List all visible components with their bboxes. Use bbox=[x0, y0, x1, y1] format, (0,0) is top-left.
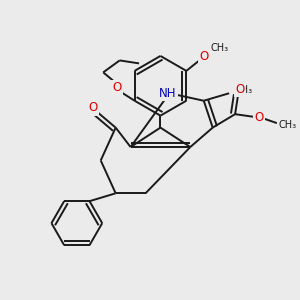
Text: O: O bbox=[199, 50, 208, 63]
Text: CH₃: CH₃ bbox=[278, 120, 296, 130]
Text: CH₃: CH₃ bbox=[235, 85, 253, 95]
Text: NH: NH bbox=[159, 87, 177, 100]
Text: O: O bbox=[254, 111, 264, 124]
Text: CH₃: CH₃ bbox=[211, 44, 229, 53]
Text: O: O bbox=[112, 81, 121, 94]
Text: O: O bbox=[235, 83, 244, 96]
Text: O: O bbox=[88, 101, 98, 114]
